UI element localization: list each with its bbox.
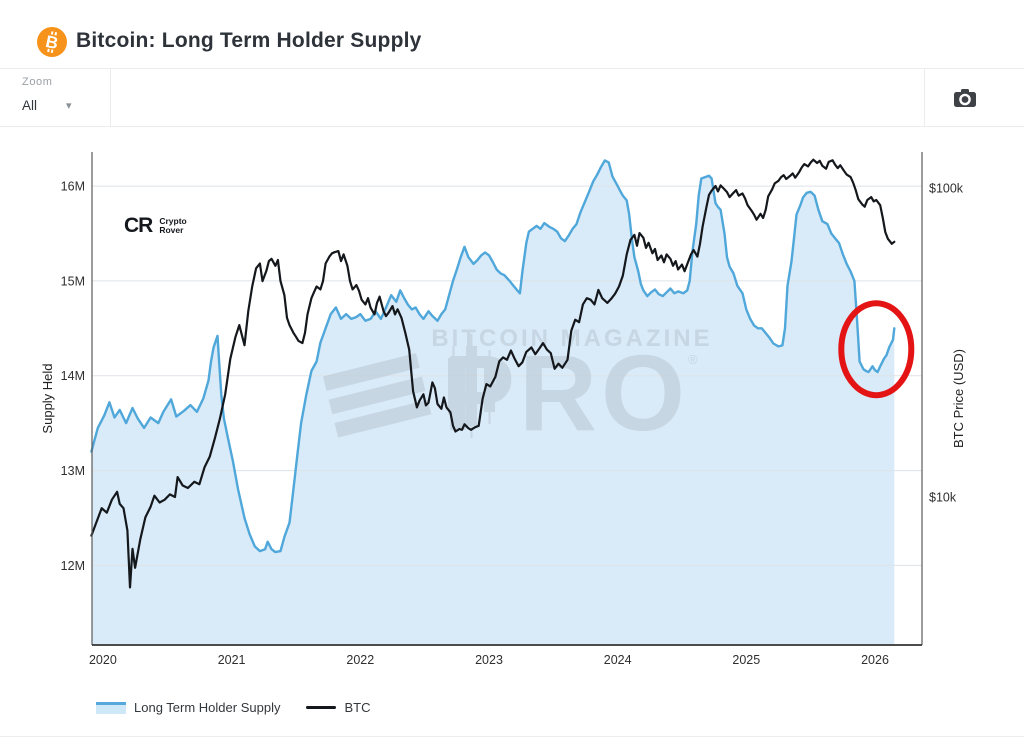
bitcoin-icon: B	[37, 27, 67, 57]
legend-item-lth-supply[interactable]: Long Term Holder Supply	[96, 700, 280, 715]
legend-label-lth-supply: Long Term Holder Supply	[134, 700, 281, 715]
highlight-circle-annotation	[838, 300, 915, 399]
lth-supply-line	[90, 159, 896, 554]
btc-swatch	[306, 706, 337, 709]
x-tick-label: 2022	[346, 653, 374, 667]
header: B Bitcoin: Long Term Holder Supply	[0, 0, 1024, 68]
toolbar-divider-right	[924, 68, 925, 126]
y-right-axis-title: BTC Price (USD)	[951, 349, 966, 448]
svg-text:PRO: PRO	[443, 332, 689, 453]
zoom-range-dropdown[interactable]: Zoom All ▾	[0, 68, 110, 126]
screenshot-button[interactable]	[944, 84, 986, 112]
crypto-rover-mark: CR	[124, 214, 153, 237]
zoom-dropdown-label: Zoom	[22, 76, 53, 88]
legend: Long Term Holder Supply BTC	[96, 700, 370, 715]
y-left-axis-title: Supply Held	[40, 363, 55, 433]
camera-icon	[954, 89, 976, 107]
x-tick-label: 2021	[218, 653, 246, 667]
y-right-tick-label: $100k	[929, 182, 964, 196]
crypto-rover-name: Crypto Rover	[159, 215, 187, 235]
y-left-tick-label: 12M	[61, 559, 85, 573]
legend-label-btc: BTC	[344, 700, 371, 715]
x-tick-label: 2023	[475, 653, 503, 667]
toolbar-divider-left	[110, 68, 111, 126]
toolbar-bottom-border	[0, 126, 1024, 127]
x-tick-label: 2020	[89, 653, 117, 667]
btc-price-line	[90, 158, 896, 589]
y-left-tick-label: 13M	[61, 464, 85, 478]
chevron-down-icon: ▾	[66, 100, 72, 112]
svg-text:B: B	[44, 32, 60, 53]
y-right-tick-label: $10k	[929, 491, 957, 505]
toolbar-top-border	[0, 68, 1024, 69]
y-left-tick-label: 14M	[61, 369, 85, 383]
lth-supply-swatch	[96, 701, 126, 714]
y-left-tick-label: 16M	[61, 180, 85, 194]
svg-text:®: ®	[688, 352, 698, 367]
y-left-tick-label: 15M	[61, 274, 85, 288]
zoom-dropdown-value[interactable]: All	[22, 98, 38, 113]
crypto-rover-logo: CR Crypto Rover	[124, 214, 187, 238]
x-tick-label: 2025	[732, 653, 760, 667]
chart-canvas[interactable]: BITCOIN MAGAZINEPRO®12M13M14M15M16M$10k$…	[0, 126, 1024, 686]
page-title: Bitcoin: Long Term Holder Supply	[76, 29, 422, 52]
legend-item-btc[interactable]: BTC	[306, 700, 370, 715]
footer-border	[0, 736, 1024, 737]
x-tick-label: 2026	[861, 653, 889, 667]
x-tick-label: 2024	[604, 653, 632, 667]
